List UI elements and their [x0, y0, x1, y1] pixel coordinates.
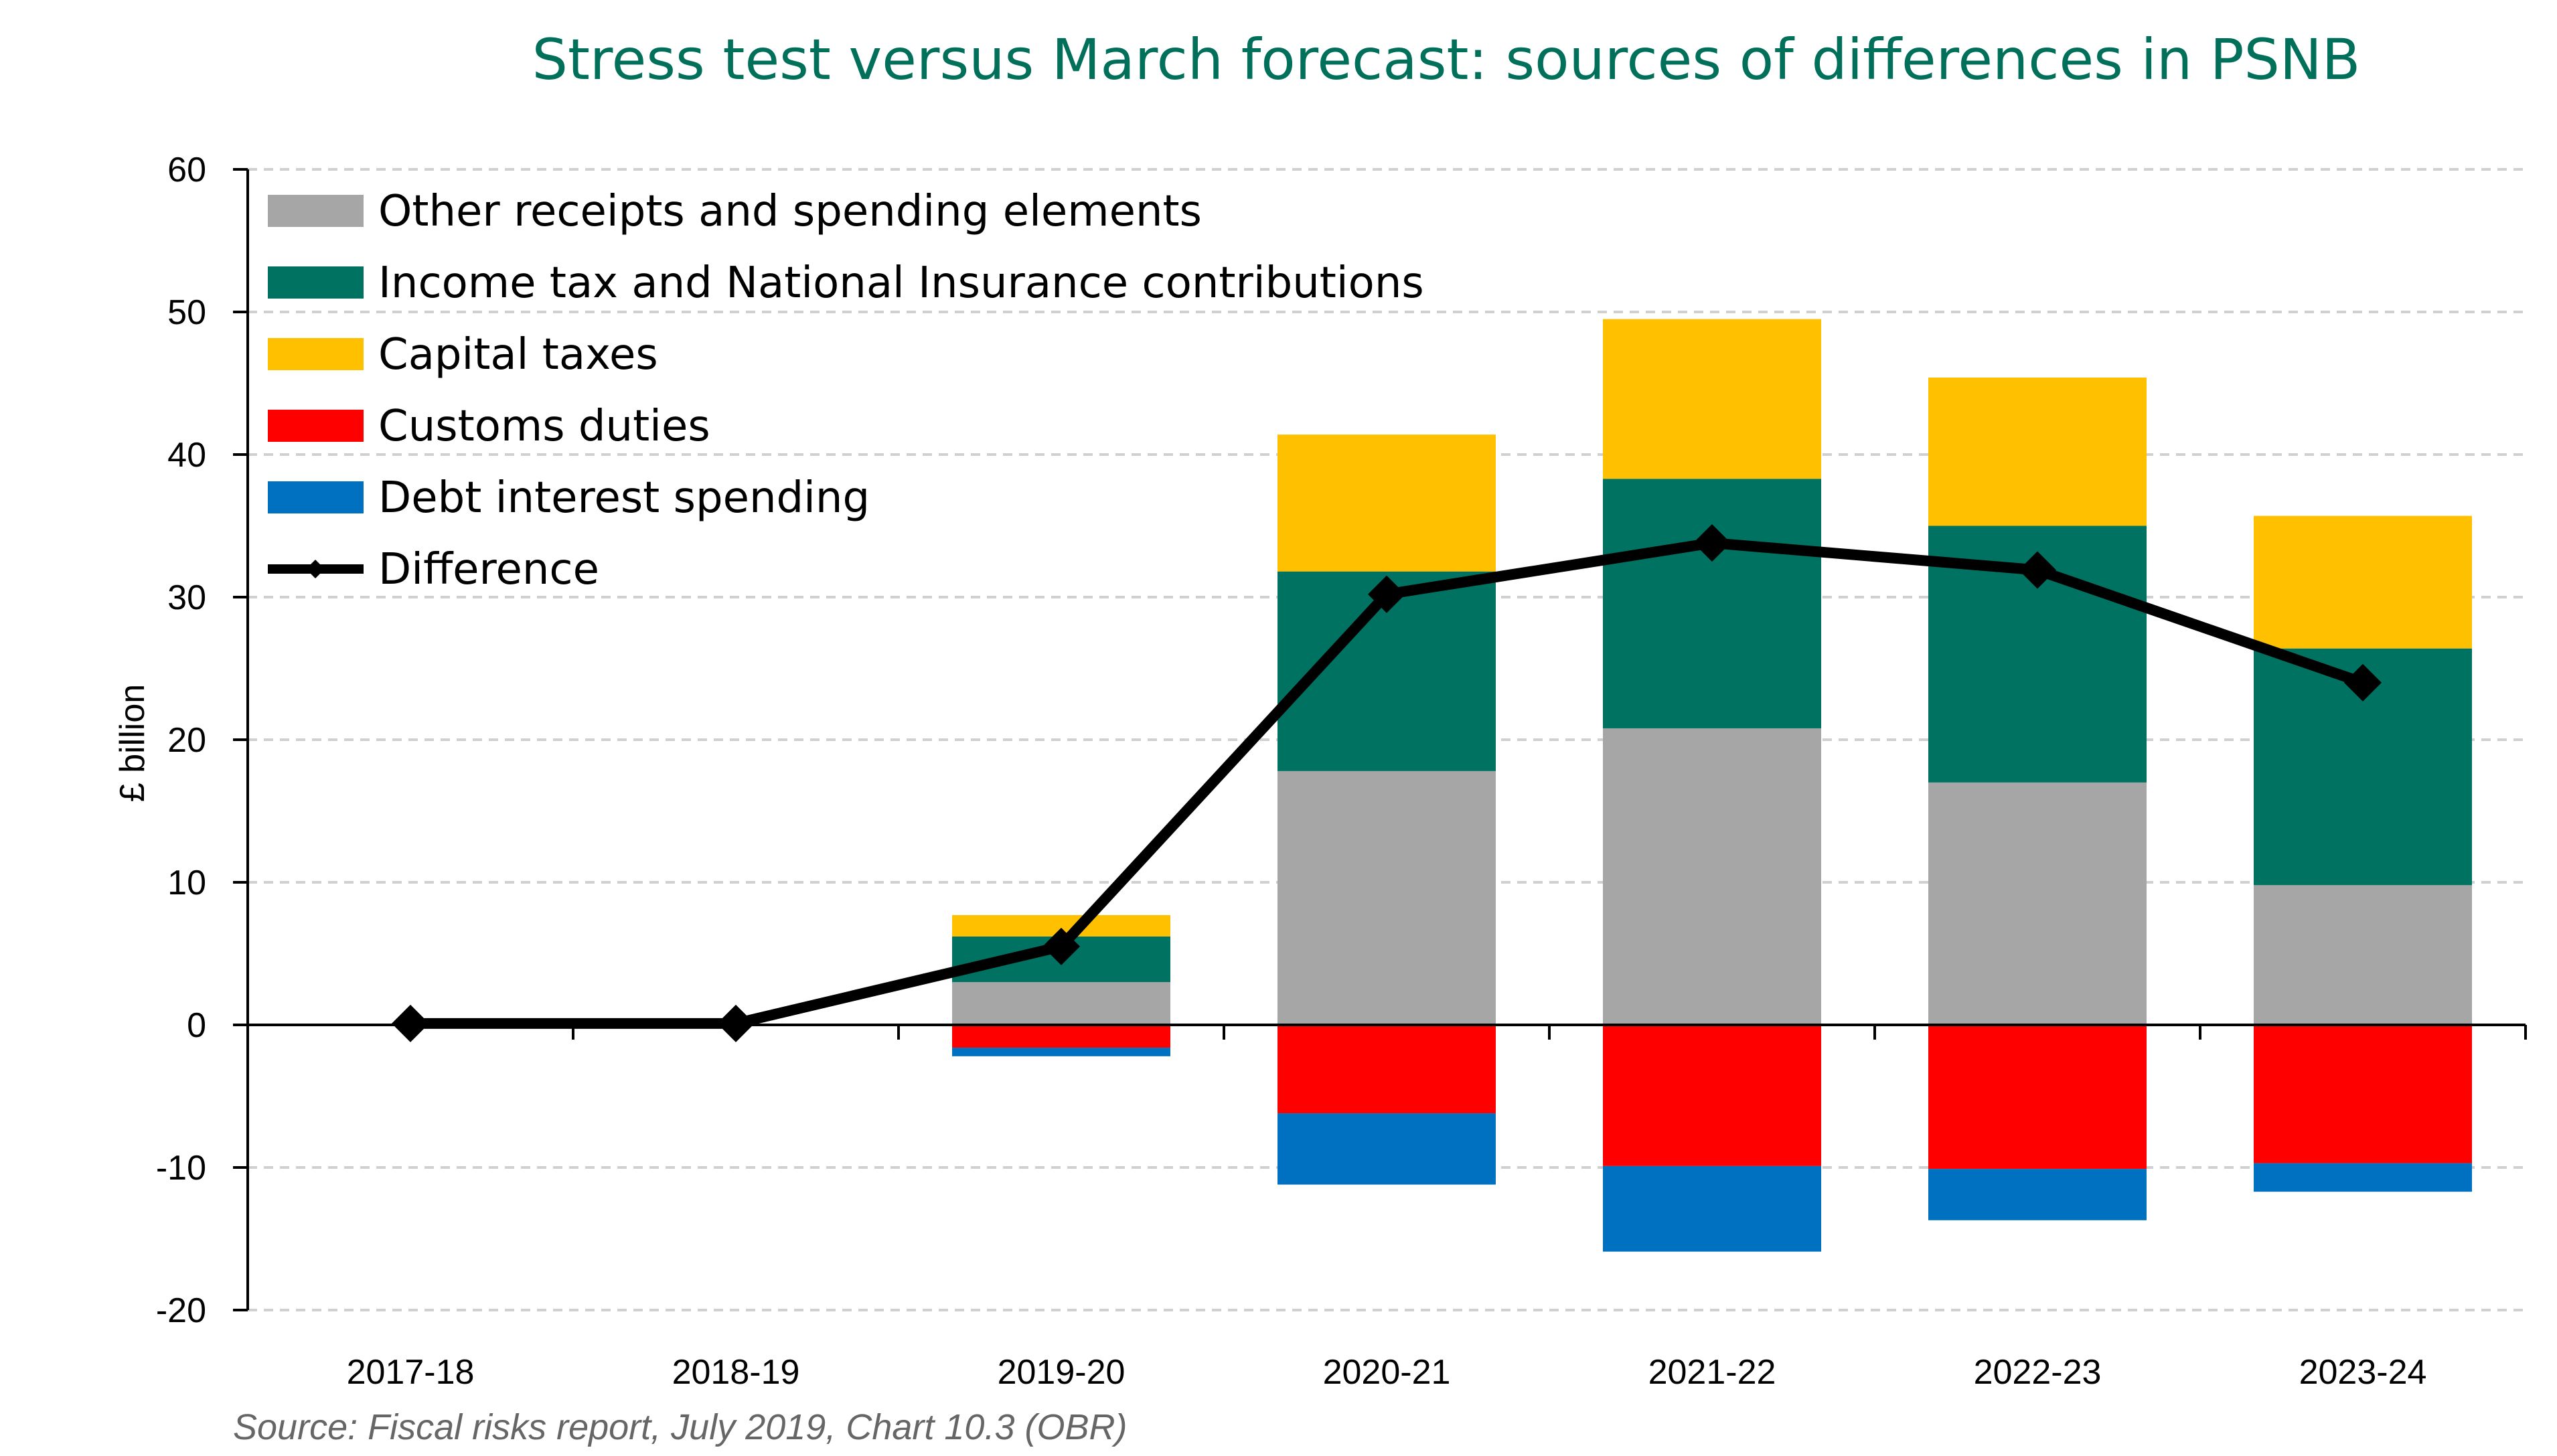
- difference-marker: [392, 1004, 429, 1042]
- bar-segment: [952, 1048, 1170, 1056]
- bar-segment: [952, 1025, 1170, 1048]
- legend-label: Other receipts and spending elements: [378, 187, 1202, 236]
- bar-segment: [952, 982, 1170, 1025]
- bars: [952, 319, 2472, 1252]
- difference-marker: [1042, 927, 1080, 965]
- x-tick-label: 2019-20: [998, 1353, 1126, 1392]
- difference-marker: [2344, 663, 2382, 702]
- x-tick-label: 2018-19: [672, 1353, 800, 1392]
- legend-swatch: [268, 266, 364, 299]
- legend-label: Income tax and National Insurance contri…: [378, 258, 1424, 308]
- bar-segment: [2254, 1025, 2472, 1163]
- bar-segment: [1603, 319, 1821, 479]
- legend-swatch: [268, 195, 364, 227]
- legend-swatch: [268, 410, 364, 442]
- difference-marker: [717, 1004, 755, 1042]
- bar-segment: [1928, 782, 2147, 1025]
- legend-swatch: [268, 338, 364, 370]
- bar-segment: [1277, 1025, 1496, 1114]
- difference-marker: [2019, 551, 2056, 589]
- y-tick-label: -10: [156, 1149, 206, 1188]
- y-tick-label: 40: [167, 436, 206, 475]
- bar-segment: [1928, 377, 2147, 526]
- legend-label: Customs duties: [378, 402, 710, 451]
- bar-segment: [2254, 515, 2472, 649]
- bar-segment: [1603, 1025, 1821, 1166]
- difference-marker: [1693, 524, 1731, 562]
- difference-line-group: [392, 524, 2382, 1042]
- legend-label: Difference: [378, 545, 599, 594]
- legend-marker: [306, 560, 325, 578]
- bar-segment: [1277, 1113, 1496, 1185]
- bar-segment: [1928, 1025, 2147, 1169]
- bar-segment: [1603, 728, 1821, 1025]
- y-tick-label: 60: [167, 151, 206, 189]
- bar-segment: [1928, 1169, 2147, 1220]
- y-tick-label: 50: [167, 293, 206, 332]
- x-tick-label: 2021-22: [1648, 1353, 1776, 1392]
- x-tick-label: 2017-18: [347, 1353, 475, 1392]
- x-tick-label: 2022-23: [1974, 1353, 2102, 1392]
- y-tick-label: 20: [167, 721, 206, 760]
- x-tick-label: 2020-21: [1323, 1353, 1451, 1392]
- bar-segment: [2254, 885, 2472, 1025]
- bar-segment: [1277, 434, 1496, 572]
- y-tick-label: 0: [187, 1006, 206, 1045]
- y-axis-ticks: 60 50 40 30 20 10 0 -10 -20: [156, 151, 248, 1330]
- bar-segment: [1603, 1165, 1821, 1252]
- chart-title: Stress test versus March forecast: sourc…: [532, 27, 2361, 92]
- x-axis-ticks: 2017-18 2018-19 2019-20 2020-21 2021-22 2022-…: [347, 1353, 2427, 1392]
- bar-segment: [1277, 771, 1496, 1025]
- legend-swatch: [268, 481, 364, 513]
- y-axis-label: £ billion: [113, 684, 152, 802]
- bar-segment: [2254, 1163, 2472, 1192]
- source-note: Source: Fiscal risks report, July 2019, …: [233, 1407, 1127, 1447]
- y-tick-label: 30: [167, 578, 206, 617]
- x-tick-label: 2023-24: [2299, 1353, 2427, 1392]
- bar-segment: [1603, 479, 1821, 728]
- legend: Other receipts and spending elements Inco…: [268, 187, 1424, 594]
- legend-label: Capital taxes: [378, 330, 658, 380]
- legend-label: Debt interest spending: [378, 473, 870, 523]
- difference-marker: [1368, 575, 1405, 613]
- y-tick-label: -20: [156, 1291, 206, 1330]
- y-tick-label: 10: [167, 864, 206, 902]
